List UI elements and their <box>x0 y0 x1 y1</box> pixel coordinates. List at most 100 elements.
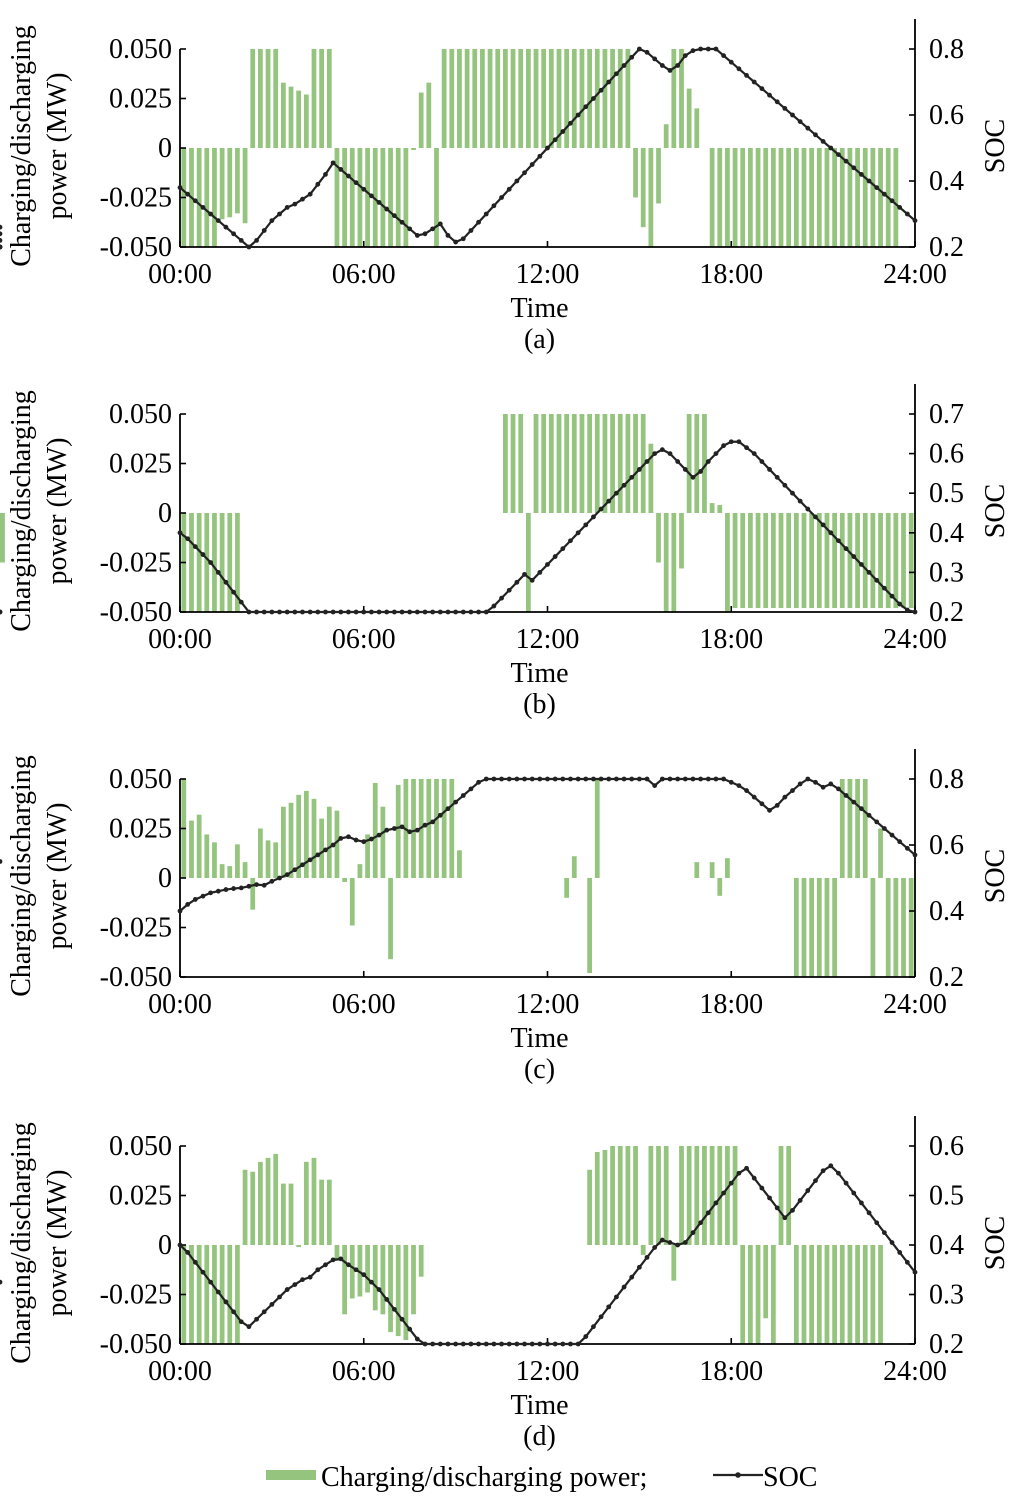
soc-point <box>215 1289 221 1295</box>
power-bar <box>311 49 317 148</box>
power-bar <box>594 779 600 878</box>
soc-point <box>369 836 374 842</box>
power-bar <box>441 779 447 878</box>
soc-point <box>361 186 367 192</box>
soc-point <box>208 211 214 217</box>
soc-point <box>437 1341 443 1347</box>
soc-point <box>269 218 275 224</box>
y2-tick-label: 0.6 <box>929 830 964 861</box>
power-bar <box>227 866 233 878</box>
soc-point <box>866 1210 872 1216</box>
soc-point <box>591 1324 596 1330</box>
power-bar <box>740 148 746 247</box>
power-bar <box>617 49 623 148</box>
soc-point <box>836 786 841 792</box>
power-bar <box>778 513 784 609</box>
soc-point <box>904 211 910 217</box>
power-bar <box>227 513 233 612</box>
soc-point <box>736 439 742 445</box>
power-bar <box>280 1183 286 1245</box>
soc-point <box>0 231 3 237</box>
power-bar <box>334 810 340 878</box>
soc-point <box>537 570 543 575</box>
soc-point <box>636 776 642 782</box>
soc-point <box>728 59 734 65</box>
soc-point <box>338 836 344 841</box>
power-bar <box>510 414 516 513</box>
power-bar <box>702 1146 707 1245</box>
soc-point <box>414 1336 420 1342</box>
y2-tick-label: 0.8 <box>929 34 964 65</box>
power-bar <box>449 779 455 878</box>
power-bar <box>602 49 608 148</box>
power-bar <box>487 49 493 148</box>
y2-tick-label: 0.2 <box>929 1329 964 1360</box>
soc-point <box>805 125 811 131</box>
soc-point <box>805 506 811 512</box>
power-bar <box>709 148 715 247</box>
power-bar <box>265 840 271 878</box>
power-bar <box>434 779 439 878</box>
power-bar <box>556 414 562 513</box>
y-tick-label: 0 <box>158 863 172 894</box>
power-bar <box>411 148 416 150</box>
soc-point <box>813 132 818 138</box>
soc-point <box>782 1215 788 1221</box>
soc-point <box>200 552 206 557</box>
y-tick-label: 0.025 <box>109 449 172 480</box>
power-bar <box>418 1245 424 1277</box>
power-bar <box>732 1146 738 1245</box>
power-bar <box>648 1146 654 1245</box>
power-bar <box>273 1153 279 1245</box>
soc-point <box>575 1341 581 1347</box>
power-bar <box>326 1179 332 1245</box>
soc-point <box>292 609 298 615</box>
soc-point <box>560 129 566 134</box>
soc-point <box>254 238 259 243</box>
soc-point <box>430 819 436 825</box>
soc-point <box>0 859 3 864</box>
soc-point <box>682 1240 688 1245</box>
soc-point <box>644 776 650 782</box>
soc-point <box>667 68 673 73</box>
soc-point <box>391 609 397 615</box>
power-bar <box>189 820 194 878</box>
soc-point <box>652 783 658 788</box>
power-bar <box>610 49 615 148</box>
panel-label: (b) <box>523 689 556 720</box>
soc-point <box>767 1195 772 1201</box>
power-bar <box>847 148 853 247</box>
power-bar <box>648 443 654 513</box>
soc-point <box>621 776 627 782</box>
power-bar <box>625 414 631 513</box>
power-bar <box>311 1157 317 1245</box>
power-bar <box>227 148 233 218</box>
power-bar <box>809 513 815 609</box>
soc-point <box>200 1269 206 1275</box>
soc-point <box>912 1269 918 1275</box>
soc-point <box>506 186 512 192</box>
soc-point <box>407 226 413 232</box>
soc-point <box>797 781 803 787</box>
soc-point <box>422 231 428 237</box>
soc-point <box>836 152 841 158</box>
soc-point <box>407 609 413 615</box>
power-bar <box>656 1146 661 1245</box>
soc-point <box>583 104 589 110</box>
power-bar <box>640 1245 646 1255</box>
soc-point <box>690 474 696 480</box>
soc-point <box>843 158 849 164</box>
soc-point <box>591 514 596 520</box>
soc-point <box>874 1220 880 1226</box>
soc-point <box>560 776 566 782</box>
soc-point <box>177 530 183 536</box>
soc-point <box>728 779 734 785</box>
soc-point <box>843 793 849 798</box>
y-tick-label: 0.050 <box>109 1131 172 1162</box>
soc-point <box>904 607 910 613</box>
power-bar <box>503 49 508 148</box>
y-tick-label: 0 <box>158 1230 172 1261</box>
power-bar <box>732 513 738 609</box>
power-bar <box>816 148 822 247</box>
soc-point <box>568 538 573 544</box>
